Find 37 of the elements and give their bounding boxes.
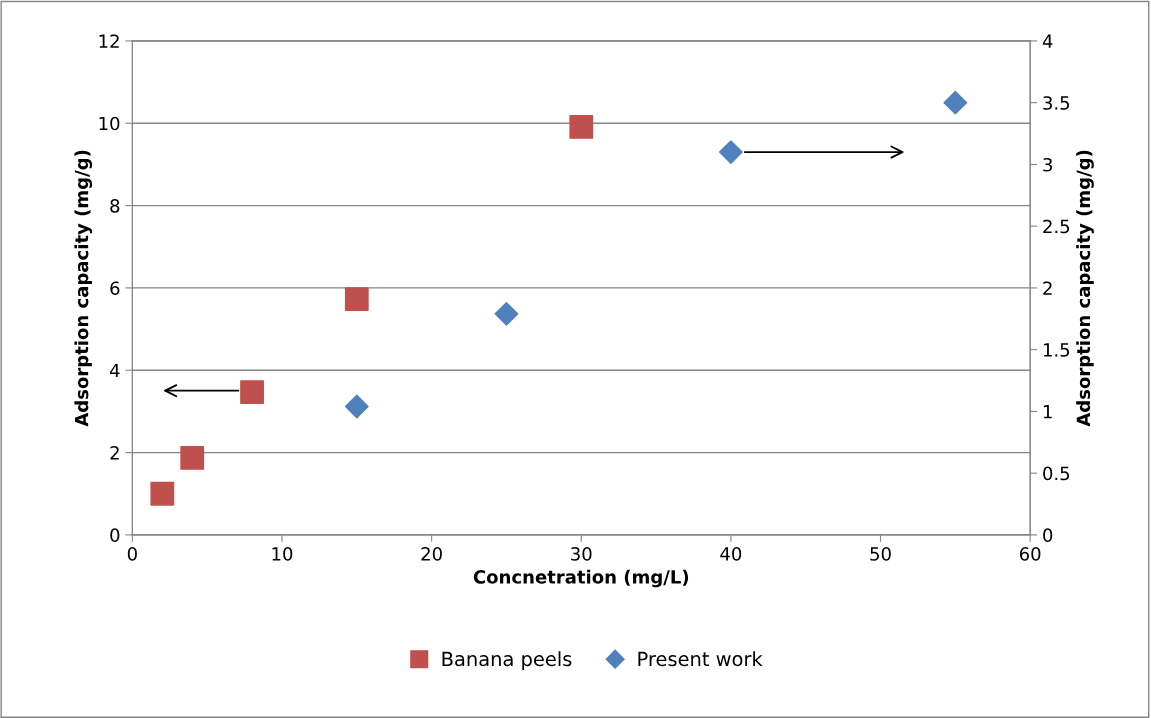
- y2-tick-label: 1.5: [1043, 343, 1070, 357]
- y2-tick-label: 1: [1043, 405, 1052, 419]
- point: [718, 140, 743, 164]
- y-tick-label: 6: [110, 281, 120, 296]
- y2-tick-label: 0: [1043, 528, 1053, 543]
- point: [569, 115, 594, 139]
- x-tick-label: 10: [272, 547, 293, 561]
- point: [180, 446, 205, 470]
- y-axis-title: Adsorption capacity (mg/g): [74, 150, 93, 427]
- y2-tick-label: 2.5: [1043, 219, 1070, 234]
- y-tick-label: 0: [110, 528, 120, 543]
- y2-axis-title: Adsorption capacity (mg/g): [1076, 150, 1094, 427]
- point: [494, 301, 519, 326]
- y2-tick-label: 0.5: [1043, 466, 1070, 481]
- x-axis-title: Concnetration (mg/L): [473, 569, 689, 588]
- y-tick-label: 10: [99, 116, 120, 131]
- y-tick-label: 4: [109, 363, 120, 378]
- point: [240, 380, 264, 404]
- x-tick-label: 0: [127, 547, 137, 561]
- x-tick-label: 60: [1019, 547, 1041, 561]
- y-tick-label: 2: [110, 446, 119, 460]
- legend-label: Banana peels: [442, 651, 572, 671]
- x-tick-label: 30: [571, 547, 592, 561]
- x-tick-label: 40: [720, 547, 742, 561]
- point: [344, 394, 369, 419]
- point: [150, 481, 175, 506]
- x-tick-label: 50: [870, 547, 891, 561]
- y2-tick-label: 4: [1042, 34, 1053, 48]
- y2-tick-label: 2: [1043, 281, 1052, 295]
- point: [943, 90, 968, 115]
- y-tick-label: 8: [110, 199, 120, 213]
- legend-label: Present work: [638, 651, 763, 667]
- x-tick-label: 20: [421, 547, 442, 561]
- y-tick-label: 12: [99, 34, 119, 48]
- y2-tick-label: 3: [1043, 157, 1052, 172]
- point: [344, 287, 369, 311]
- y2-tick-label: 3.5: [1043, 96, 1070, 110]
